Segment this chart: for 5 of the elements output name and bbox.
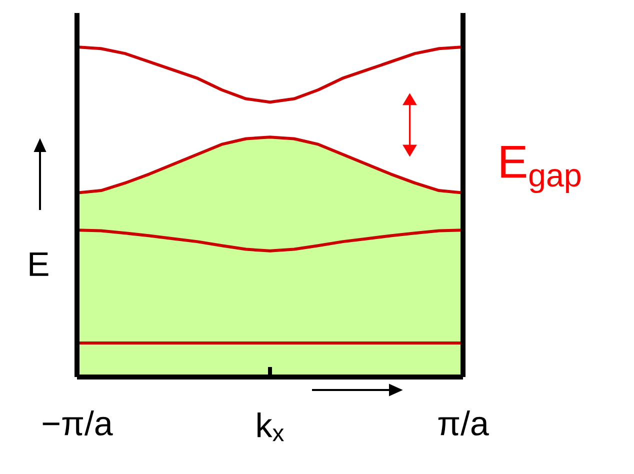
text: E$_{gap}$ (501, 146, 580, 194)
x-axis-title: k$_{x}$ (258, 412, 284, 442)
text: −π/a (42, 410, 113, 436)
y-axis-title: E (30, 252, 48, 276)
text: π/a (438, 410, 489, 436)
